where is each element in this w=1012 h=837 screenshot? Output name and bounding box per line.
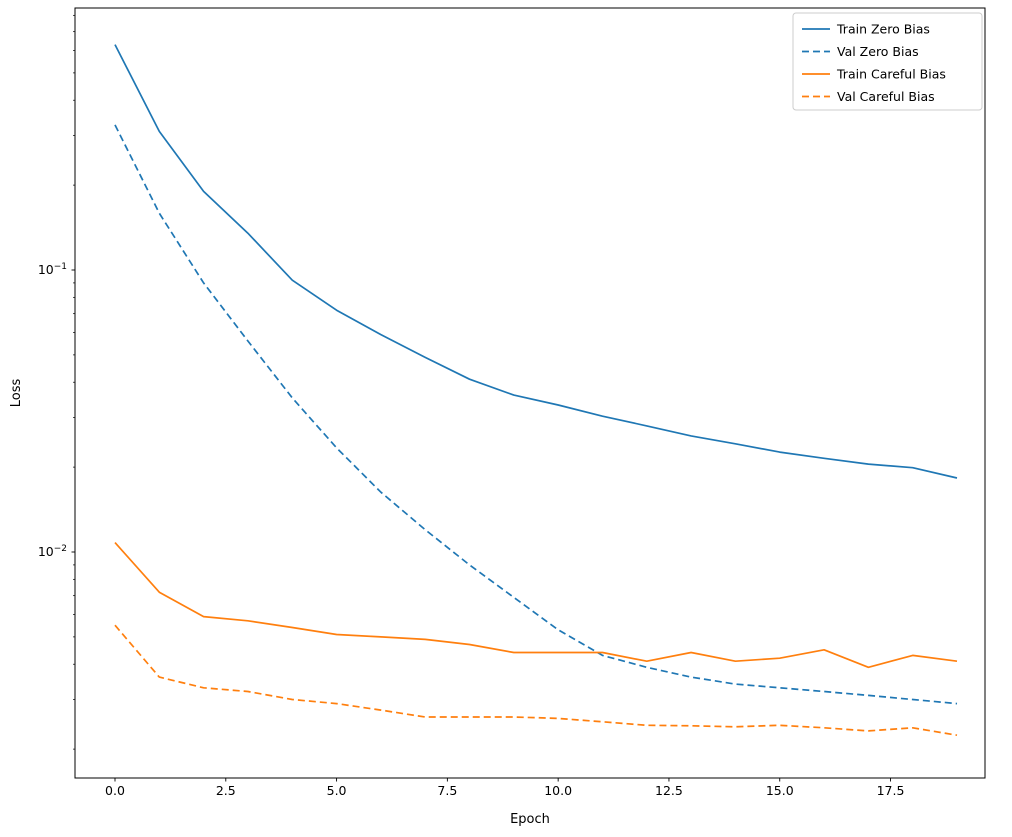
series-line-val-careful-bias [114,624,958,737]
legend-box [792,12,983,111]
y-axis-label: Loss [9,379,24,408]
plot-series [114,44,958,737]
series-line-train-zero-bias [114,44,958,479]
series-line-train-careful-bias [114,542,958,669]
legend-label-val-careful-bias: Val Careful Bias [837,89,935,104]
x-tick-label: 12.5 [655,783,683,798]
x-tick-label: 5.0 [327,783,347,798]
legend-label-train-zero-bias: Train Zero Bias [836,22,930,37]
y-tick-label: 10−2 [38,544,67,559]
axes-frame [74,7,986,779]
x-tick-label: 17.5 [877,783,905,798]
legend-label-train-careful-bias: Train Careful Bias [836,67,946,82]
x-tick-label: 0.0 [105,783,125,798]
axis-ticks: 0.0 2.5 5.0 7.5 10.0 12.5 15.0 17.5 10−1 10−2 [38,14,905,798]
x-tick-label: 7.5 [437,783,457,798]
legend-label-val-zero-bias: Val Zero Bias [837,44,919,59]
series-line-val-zero-bias [114,124,958,705]
x-tick-label: 10.0 [544,783,572,798]
x-tick-label: 15.0 [766,783,794,798]
x-axis-label: Epoch [510,812,550,827]
legend: Train Zero Bias Val Zero Bias Train Carefu… [792,12,983,111]
x-tick-label: 2.5 [216,783,236,798]
y-tick-label: 10−1 [38,262,67,277]
